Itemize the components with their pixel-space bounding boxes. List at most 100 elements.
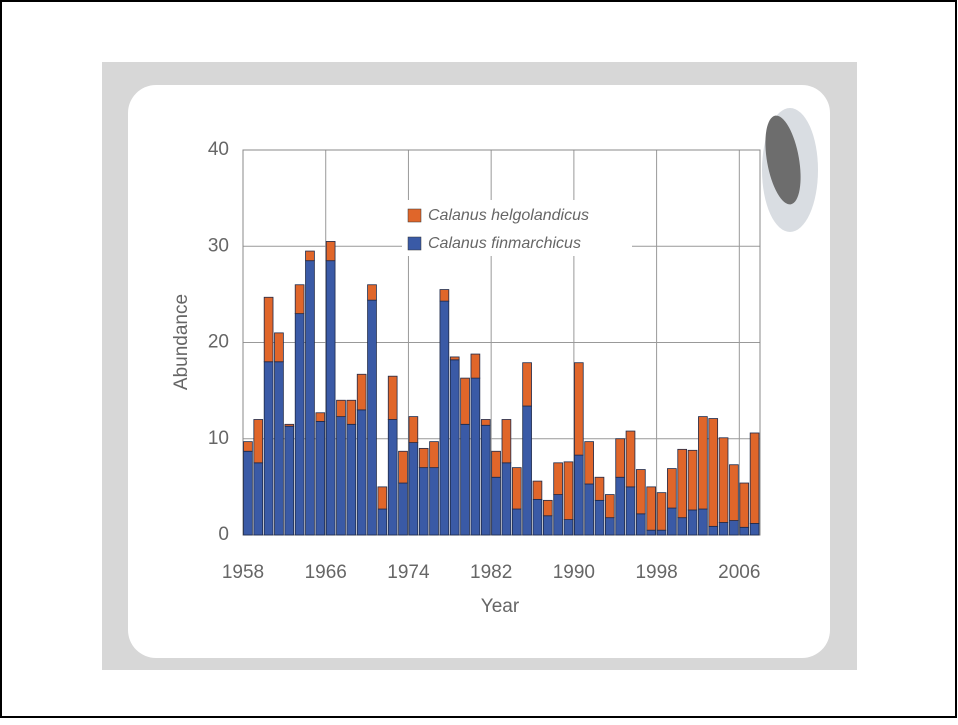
copepod-body	[765, 115, 801, 205]
bar-segment	[605, 517, 615, 536]
bar-segment	[377, 486, 388, 510]
bar-segment	[553, 462, 563, 495]
bar-segment	[718, 522, 729, 536]
x-axis-title: Year	[481, 596, 520, 617]
bar-segment	[387, 419, 398, 536]
bar-segment	[294, 313, 305, 536]
bar-segment	[336, 399, 346, 418]
bar-segment	[274, 332, 284, 363]
bar-segment	[749, 432, 760, 524]
bar-segment	[294, 284, 305, 315]
bar-segment	[573, 454, 584, 536]
bar-segment	[439, 300, 450, 536]
bar-segment	[429, 441, 439, 469]
bar-segment	[584, 483, 594, 536]
bar-segment	[605, 494, 615, 519]
bar-segment	[739, 482, 750, 528]
bar-segment	[449, 359, 460, 536]
bar-segment	[418, 467, 429, 536]
bar-segment	[615, 438, 625, 478]
bar-segment	[667, 468, 677, 509]
bar-segment	[460, 377, 470, 425]
bar-segment	[563, 461, 574, 521]
bar-segment	[646, 529, 657, 536]
bar-segment	[470, 377, 481, 536]
bar-segment	[636, 513, 646, 536]
legend-label: Calanus finmarchicus	[428, 235, 581, 252]
bar-segment	[253, 462, 264, 536]
bar-segment	[677, 448, 688, 519]
y-tick-label: 0	[218, 524, 229, 545]
bar-segment	[542, 515, 553, 536]
bar-segment	[336, 416, 346, 536]
bar-segment	[346, 423, 357, 536]
bar-segment	[708, 525, 719, 536]
bar-segment	[553, 494, 563, 536]
x-tick-label: 1990	[553, 562, 595, 583]
bar-segment	[305, 250, 315, 262]
bar-segment	[656, 492, 667, 531]
bar-segment	[429, 467, 439, 536]
bar-segment	[625, 486, 636, 536]
bar-segment	[470, 353, 481, 379]
bar-segment	[367, 299, 377, 536]
bar-segment	[501, 419, 512, 464]
bar-segment	[356, 373, 367, 411]
bar-segment	[511, 508, 522, 536]
bar-segment	[398, 482, 408, 536]
bar-segment	[594, 476, 605, 501]
bar-segment	[563, 519, 574, 536]
bar-segment	[480, 419, 491, 426]
bar-segment	[698, 508, 708, 536]
legend-swatch	[407, 208, 422, 223]
x-tick-label: 1982	[470, 562, 512, 583]
bar-segment	[305, 260, 315, 536]
x-tick-label: 2006	[718, 562, 760, 583]
bar-segment	[511, 467, 522, 510]
bar-segment	[594, 499, 605, 536]
legend-label: Calanus helgolandicus	[428, 207, 589, 224]
bar-segment	[284, 425, 295, 536]
y-tick-label: 40	[208, 139, 229, 160]
bar-segment	[439, 289, 450, 302]
bar-segment	[243, 441, 253, 452]
legend-box	[402, 200, 632, 256]
bar-segment	[708, 418, 719, 527]
bar-segment	[625, 430, 636, 488]
bar-segment	[729, 464, 739, 521]
legend-swatch	[407, 236, 422, 251]
bar-segment	[356, 409, 367, 536]
bar-segment	[698, 416, 708, 510]
bar-segment	[408, 442, 419, 536]
bar-segment	[315, 421, 326, 536]
bar-segment	[739, 526, 750, 536]
bar-segment	[418, 447, 429, 469]
bar-segment	[491, 450, 501, 478]
bar-segment	[263, 296, 274, 363]
bar-segment	[749, 523, 760, 536]
bar-segment	[253, 419, 264, 464]
bar-segment	[573, 362, 584, 456]
plot-frame	[242, 149, 761, 536]
bar-segment	[542, 499, 553, 517]
y-axis-title: Abundance	[171, 294, 192, 390]
bar-segment	[398, 450, 408, 484]
x-tick-label: 1974	[387, 562, 430, 583]
bar-segment	[263, 361, 274, 536]
bar-segment	[656, 529, 667, 536]
bar-segment	[387, 375, 398, 420]
bar-segment	[449, 356, 460, 361]
x-tick-label: 1966	[305, 562, 347, 583]
bar-segment	[367, 284, 377, 301]
bar-segment	[315, 412, 326, 422]
bar-segment	[480, 424, 491, 536]
bar-segment	[501, 462, 512, 536]
bar-segment	[615, 476, 625, 536]
x-tick-label: 1958	[222, 562, 264, 583]
bar-segment	[491, 476, 501, 536]
bar-segment	[677, 517, 688, 536]
bar-segment	[377, 508, 388, 536]
bar-segment	[687, 449, 698, 511]
bar-segment	[646, 486, 657, 531]
